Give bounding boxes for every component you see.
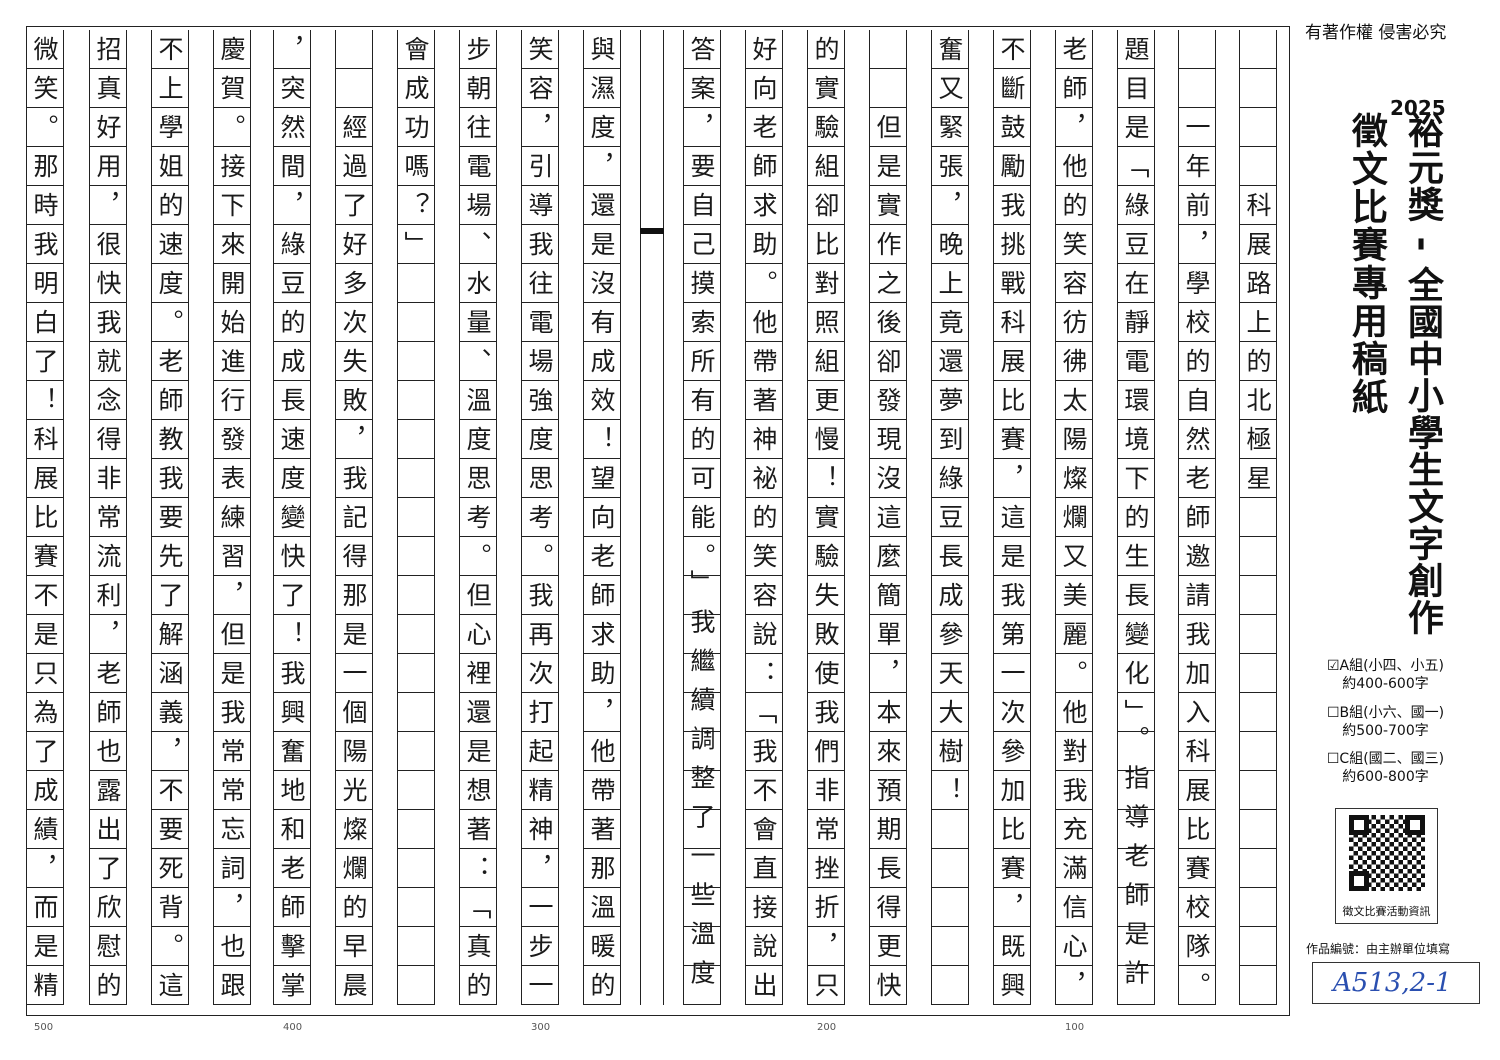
contest-year: 2025 [1390, 96, 1446, 120]
essay-column: 奮又緊張，晚上竟還夢到綠豆長成參天大樹！ [931, 30, 969, 1005]
work-number-label: 作品編號：由主辦單位填寫 [1306, 942, 1451, 956]
qr-label: 徵文比賽活動資訊 [1342, 905, 1431, 918]
essay-column: 科展路上的北極星 [1239, 30, 1277, 1005]
essay-column: 笑容，引導我往電場強度思考。我再次打起精神，一步一 [521, 30, 559, 1011]
essay-column: 慶賀。接下來開始進行發表練習，但是我常常忘詞，也跟 [213, 30, 251, 1011]
group-a-label: ☑A組(小四、小五) [1326, 658, 1445, 674]
center-fold-column [640, 30, 664, 1005]
qr-code-box[interactable]: 徵文比賽活動資訊 [1335, 808, 1438, 924]
group-a-range: 約400-600字 [1342, 676, 1429, 692]
essay-column: 但是實作之後卻發現沒這麼簡單，本來預期長得更快 [869, 30, 907, 1011]
group-b-option[interactable]: ☐B組(小六、國一) 約500-700字 [1318, 704, 1453, 740]
count-400: 400 [283, 1022, 303, 1033]
essay-column: 與濕度，還是沒有成效！望向老師求助，他帶著那溫暖的 [583, 30, 621, 1011]
work-number-field[interactable]: A513,2-1 [1312, 962, 1480, 1004]
group-b-label: ☐B組(小六、國一) [1326, 705, 1445, 721]
qr-code-icon [1349, 815, 1425, 891]
essay-column: 的實驗組卻比對照組更慢！實驗失敗使我們非常挫折，只 [807, 30, 845, 1011]
essay-column: 答案，要自己摸索所有的可能。」我繼續調整了一些溫度 [683, 30, 721, 1005]
essay-column: 老師，他的笑容彷彿太陽燦爛又美麗。他對我充滿信心， [1055, 30, 1093, 1011]
group-a-option[interactable]: ☑A組(小四、小五) 約400-600字 [1318, 657, 1453, 693]
paper-subtitle: 徵文比賽專用稿紙 [1346, 112, 1387, 416]
essay-column: 題目是「綠豆在靜電環境下的生長變化」。指導老師是許 [1117, 30, 1155, 1005]
count-300: 300 [531, 1022, 551, 1033]
count-100: 100 [1065, 1022, 1085, 1033]
copyright-notice: 有著作權 侵害必究 [1305, 23, 1447, 43]
contest-title: 裕元獎 - 全國中小學生文字創作 [1402, 112, 1443, 637]
essay-column: 一年前，學校的自然老師邀請我加入科展比賽校隊。 [1178, 30, 1216, 1011]
essay-column: 會成功嗎？」 [397, 30, 435, 1005]
essay-column: 好向老師求助。他帶著神祕的笑容說：「我不會直接說出 [745, 30, 783, 1011]
essay-column: 步朝往電場、水量、溫度思考。但心裡還是想著：「真的 [459, 30, 497, 1011]
count-200: 200 [817, 1022, 837, 1033]
essay-column: 不斷鼓勵我挑戰科展比賽，這是我第一次參加比賽，既興 [993, 30, 1031, 1011]
essay-column: ，突然間，綠豆的成長速度變快了！我興奮地和老師擊掌 [273, 30, 311, 1011]
essay-column: 經過了好多次失敗，我記得那是一個陽光燦爛的早晨 [335, 30, 373, 1011]
count-500: 500 [34, 1022, 54, 1033]
fold-mark [640, 228, 664, 234]
group-b-range: 約500-700字 [1342, 723, 1429, 739]
essay-column: 微笑。那時我明白了！科展比賽不是只為了成績，而是精 [26, 30, 64, 1011]
group-c-label: ☐C組(國二、國三) [1326, 751, 1445, 767]
essay-column: 不上學姐的速度。老師教我要先了解涵義，不要死背。這 [151, 30, 189, 1011]
group-c-option[interactable]: ☐C組(國二、國三) 約600-800字 [1318, 750, 1453, 786]
essay-column: 招真好用，很快我就念得非常流利，老師也露出了欣慰的 [89, 30, 127, 1011]
group-c-range: 約600-800字 [1342, 769, 1429, 785]
